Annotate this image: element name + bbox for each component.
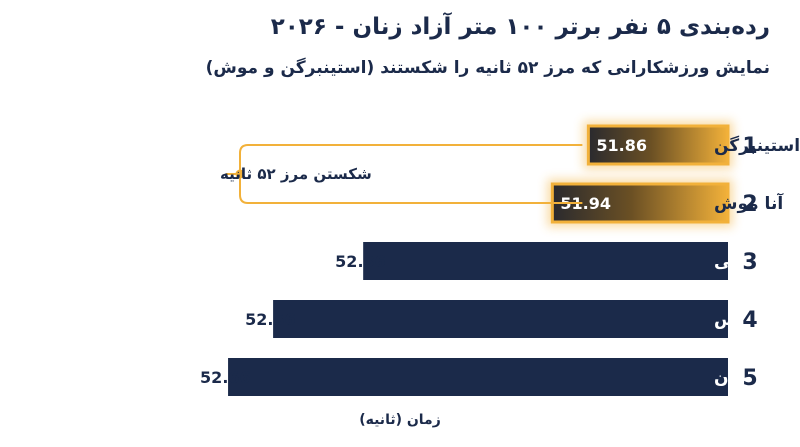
bar [273, 300, 728, 338]
rank-label: 3 [742, 250, 757, 275]
rank-label: 4 [742, 308, 757, 333]
bar-value-label: 52.66 [200, 368, 251, 387]
annotation-dot [235, 169, 245, 179]
bar [363, 242, 728, 280]
rank-label: 2 [742, 192, 757, 217]
bar-category-label: آنا موش [714, 192, 784, 214]
bar-highlighted [550, 182, 730, 224]
bar-category-label: سیوبهان هاگی [714, 251, 800, 272]
bar-value-label: 51.86 [596, 136, 647, 155]
bar-value-label: 51.94 [560, 194, 611, 213]
bar-category-label: مولی اوکالاگان [714, 367, 800, 388]
bar-value-label: 52.36 [335, 252, 386, 271]
annotation-label: شکستن مرز ۵۲ ثانیه [220, 165, 372, 183]
bar-category-label: ماریت استینبرگن [714, 135, 800, 156]
rank-label: 1 [742, 134, 757, 159]
bar-highlighted [586, 124, 730, 166]
chart-title: رده‌بندی ۵ نفر برتر ۱۰۰ متر آزاد زنان - … [270, 14, 770, 40]
bar [228, 358, 728, 396]
bar-category-label: مگ هریس [714, 309, 800, 330]
bar-value-label: 52.56 [245, 310, 296, 329]
chart-subtitle: نمایش ورزشکارانی که مرز ۵۲ ثانیه را شکست… [205, 58, 770, 78]
rank-label: 5 [742, 366, 757, 391]
x-axis-label: زمان (ثانیه) [359, 412, 441, 428]
